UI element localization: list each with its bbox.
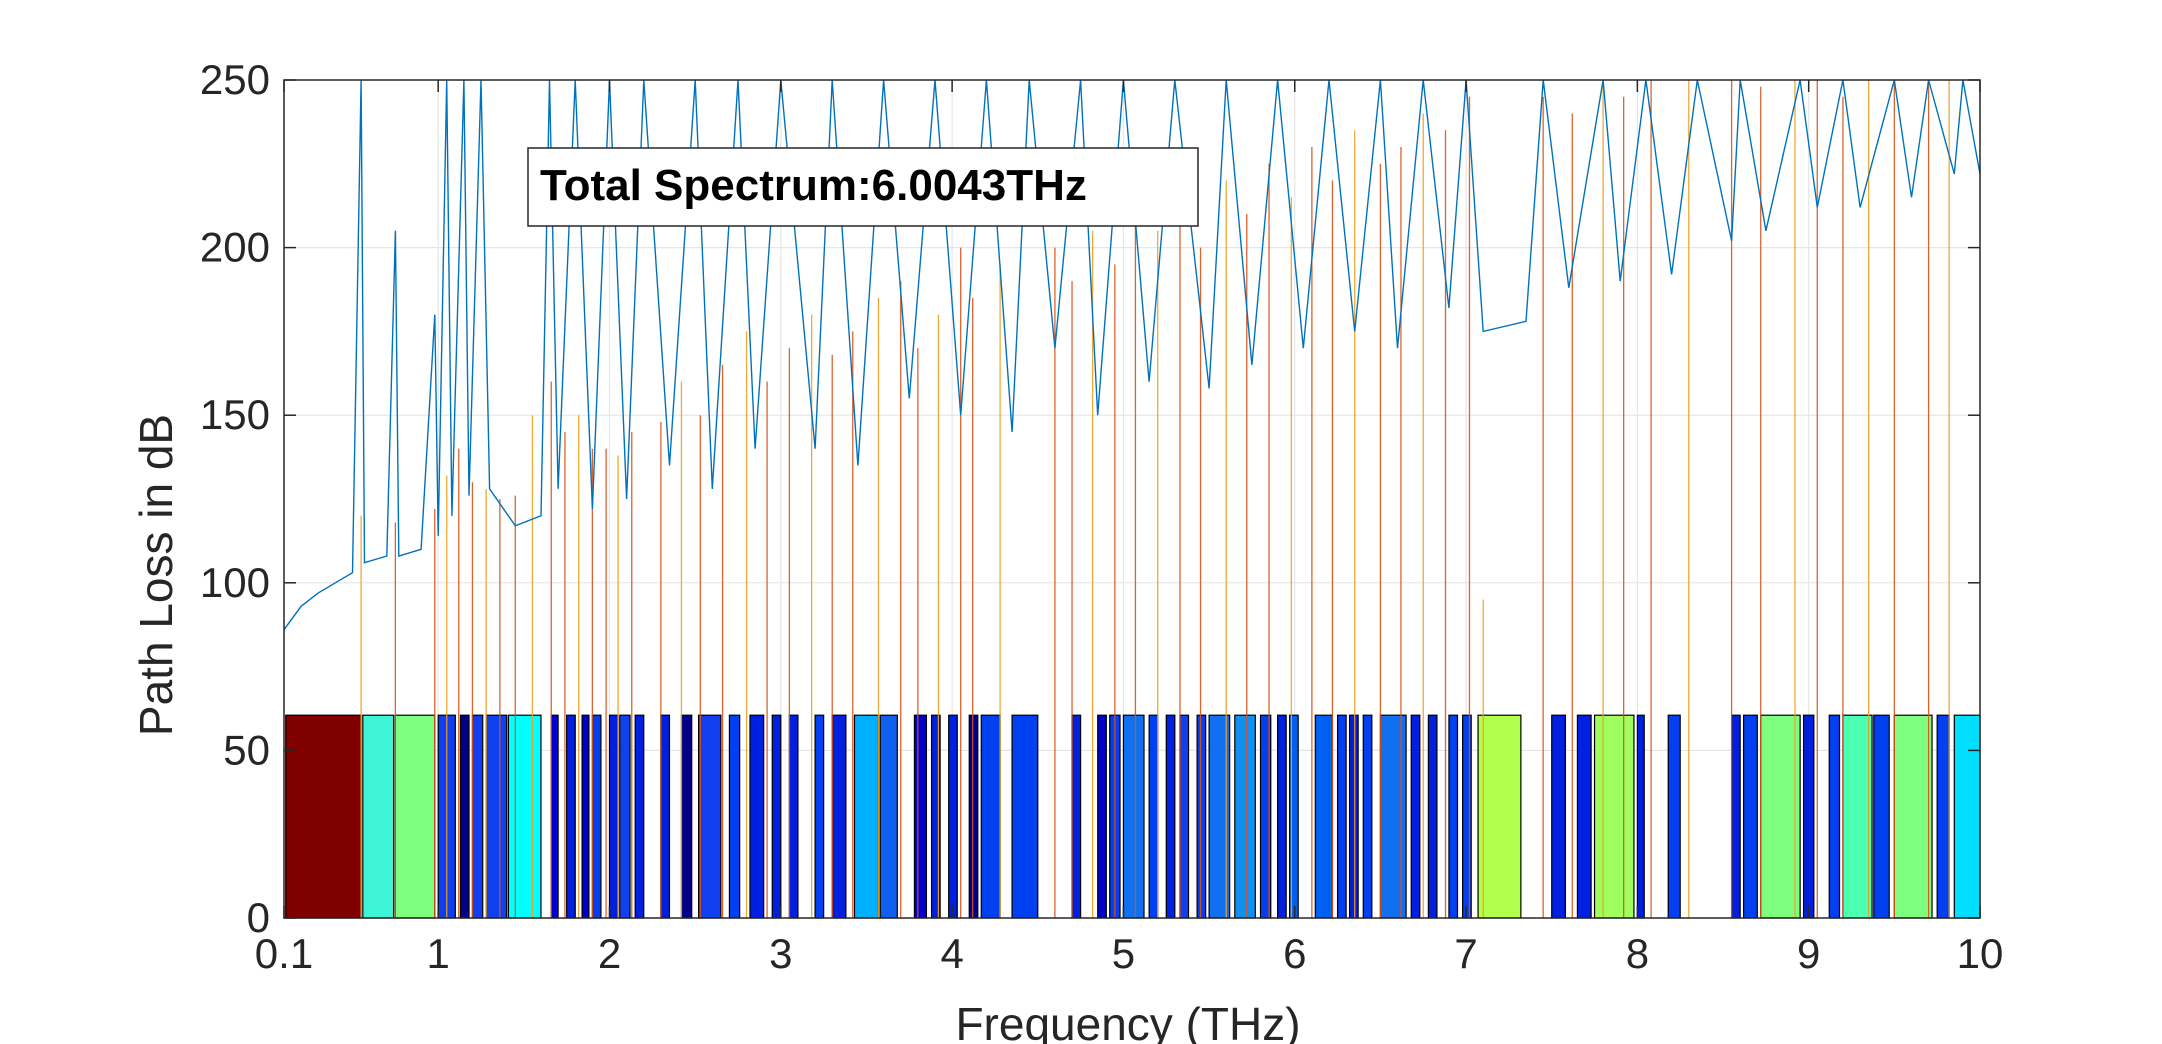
- band-bar-66: [1873, 714, 1890, 919]
- y-tick-label-3: 150: [200, 391, 270, 438]
- band-bar-9: [566, 714, 576, 919]
- axis-ticks: [283, 79, 1981, 919]
- band-bar-56: [1576, 714, 1592, 919]
- band-bar-16: [680, 714, 693, 919]
- x-tick-label-1: 1: [427, 930, 450, 977]
- band-bar-36: [1148, 714, 1159, 919]
- x-tick-label-4: 4: [940, 930, 963, 977]
- y-tick-labels: 0 50 100 150 200 250: [200, 56, 270, 941]
- band-bar-41: [1234, 714, 1256, 919]
- band-bar-4: [459, 714, 470, 919]
- band-bar-10: [581, 714, 590, 919]
- band-bars: [285, 714, 1981, 919]
- band-bar-38: [1179, 714, 1190, 919]
- band-bar-26: [913, 714, 928, 919]
- band-bar-62: [1760, 714, 1801, 919]
- x-tick-label-8: 8: [1626, 930, 1649, 977]
- band-bar-8: [550, 714, 559, 919]
- band-bar-15: [660, 714, 671, 919]
- annotation-box: Total Spectrum:6.0043THz: [527, 147, 1199, 227]
- y-tick-label-4: 200: [200, 224, 270, 271]
- x-tick-label-9: 9: [1797, 930, 1820, 977]
- x-axis-title: Frequency (THz): [955, 998, 1300, 1044]
- band-bar-29: [968, 714, 979, 919]
- band-bar-33: [1097, 714, 1107, 919]
- band-bar-13: [619, 714, 631, 919]
- band-bar-58: [1636, 714, 1645, 919]
- band-bar-2: [394, 714, 436, 919]
- band-bar-25: [879, 714, 898, 919]
- x-tick-labels: 0.1 1 2 3 4 5 6 7 8 9 10: [255, 930, 2004, 977]
- y-axis-title: Path Loss in dB: [130, 414, 182, 736]
- y-tick-label-2: 100: [200, 559, 270, 606]
- band-bar-37: [1165, 714, 1176, 919]
- band-bar-20: [771, 714, 782, 919]
- axes-box: [283, 79, 1981, 919]
- band-bar-48: [1362, 714, 1373, 919]
- band-bar-39: [1196, 714, 1207, 919]
- x-tick-label-6: 6: [1283, 930, 1306, 977]
- band-bar-18: [728, 714, 741, 919]
- x-tick-label-5: 5: [1112, 930, 1135, 977]
- band-bar-64: [1828, 714, 1841, 919]
- y-tick-label-0: 0: [247, 894, 270, 941]
- x-tick-label-2: 2: [598, 930, 621, 977]
- orange-spike-series: [360, 80, 1950, 918]
- band-bar-35: [1122, 714, 1145, 919]
- band-bar-1: [362, 714, 395, 919]
- band-bar-7: [507, 714, 542, 919]
- band-bar-60: [1730, 714, 1741, 919]
- band-bar-12: [608, 714, 619, 919]
- band-bar-45: [1314, 714, 1334, 919]
- band-bar-52: [1448, 714, 1459, 919]
- band-bar-68: [1936, 714, 1950, 919]
- band-bar-21: [788, 714, 799, 919]
- band-bar-17: [697, 714, 722, 919]
- x-tick-label-0: 0.1: [255, 930, 313, 977]
- band-bar-43: [1277, 714, 1287, 919]
- annotation-frame: [527, 147, 1199, 227]
- band-bar-59: [1667, 714, 1681, 919]
- y-tick-label-1: 50: [223, 726, 270, 773]
- band-bar-54: [1477, 714, 1522, 919]
- band-bar-50: [1410, 714, 1421, 919]
- band-bar-49: [1379, 714, 1407, 919]
- band-bar-5: [471, 714, 484, 919]
- band-bar-19: [749, 714, 765, 919]
- band-bar-67: [1893, 714, 1933, 919]
- band-bar-63: [1802, 714, 1815, 919]
- band-bar-6: [485, 714, 508, 919]
- x-tick-label-3: 3: [769, 930, 792, 977]
- x-tick-label-10: 10: [1957, 930, 2004, 977]
- band-bar-65: [1842, 714, 1873, 919]
- band-bar-31: [1011, 714, 1039, 919]
- band-bar-47: [1348, 714, 1359, 919]
- band-bar-28: [948, 714, 958, 919]
- band-bar-0: [285, 714, 362, 919]
- y-tick-label-5: 250: [200, 56, 270, 103]
- band-bar-24: [853, 714, 880, 919]
- band-bar-14: [634, 714, 645, 919]
- band-bar-22: [814, 714, 825, 919]
- band-bar-32: [1071, 714, 1082, 919]
- x-tick-label-7: 7: [1454, 930, 1477, 977]
- band-bar-46: [1336, 714, 1347, 919]
- band-bar-23: [831, 714, 847, 919]
- band-bar-55: [1551, 714, 1567, 919]
- band-bar-57: [1593, 714, 1635, 919]
- band-bar-30: [980, 714, 1001, 919]
- band-bar-69: [1953, 714, 1981, 919]
- band-bar-51: [1427, 714, 1438, 919]
- path-loss-line: [283, 79, 1981, 631]
- annotation-text: Total Spectrum:6.0043THz: [540, 161, 1087, 210]
- band-bar-11: [591, 714, 602, 919]
- band-bar-61: [1742, 714, 1758, 919]
